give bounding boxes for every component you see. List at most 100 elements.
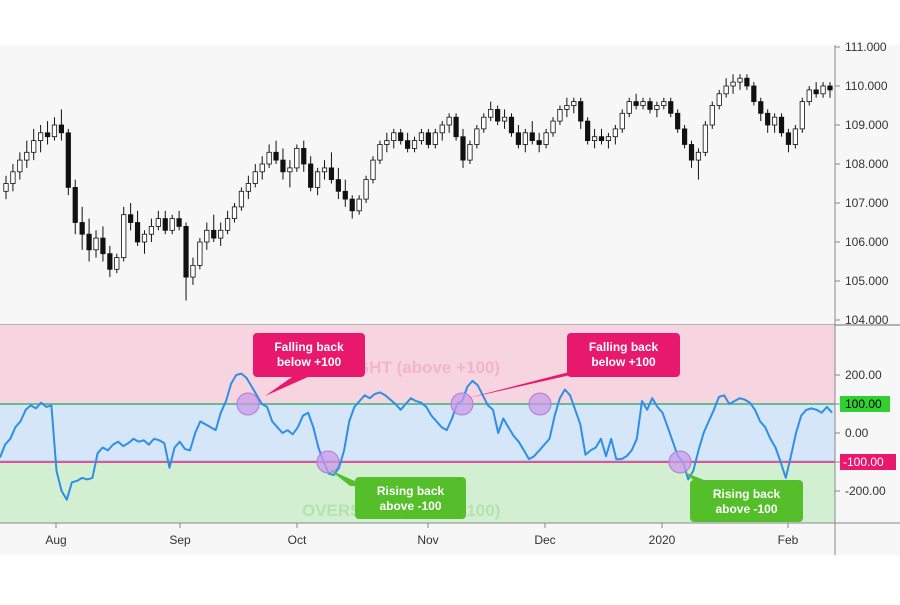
price-tick-label: 107.000 <box>845 196 889 210</box>
candle-body <box>162 218 168 231</box>
candle <box>758 97 764 122</box>
candle <box>425 128 431 149</box>
candle-body <box>176 218 182 227</box>
candle <box>647 97 653 114</box>
candle <box>446 113 452 133</box>
candle <box>328 152 335 184</box>
candle <box>384 132 390 153</box>
candle-body <box>508 116 515 134</box>
candle <box>287 160 293 188</box>
candle <box>183 222 189 301</box>
candle-body <box>785 132 792 145</box>
candle-body <box>128 214 134 223</box>
candle <box>709 101 715 129</box>
callout-text-line1: Falling back <box>274 340 344 354</box>
candle-body <box>183 225 189 278</box>
candle-body <box>100 237 106 255</box>
candle-body <box>571 101 577 106</box>
cci-tick-label: 200.00 <box>845 368 882 382</box>
candle <box>211 214 217 242</box>
candle-body <box>363 179 369 200</box>
candle <box>238 187 245 211</box>
candle <box>266 144 272 168</box>
candle <box>294 144 300 172</box>
crossing-marker <box>450 392 474 416</box>
candle <box>744 74 750 90</box>
candle-body <box>190 264 196 278</box>
candle-body <box>474 128 480 145</box>
candle <box>536 132 542 153</box>
time-tick-label: Aug <box>45 533 66 547</box>
candle-body <box>591 136 598 141</box>
callout-text-line1: Rising back <box>377 484 445 498</box>
candle <box>681 125 688 149</box>
callout-pointer <box>468 370 593 398</box>
candle <box>93 230 99 258</box>
callout-pointer <box>265 377 308 396</box>
candle-body <box>148 225 155 235</box>
candle-body <box>723 85 729 95</box>
candle-body <box>370 159 376 181</box>
candle-body <box>460 136 466 161</box>
candle-body <box>107 253 113 270</box>
candle <box>204 222 210 250</box>
cci-tick-label: 100.00 <box>845 397 882 411</box>
callout-text-line2: below +100 <box>277 355 342 369</box>
candle <box>695 148 702 180</box>
callout-box <box>690 480 803 522</box>
candle <box>737 74 743 90</box>
candle <box>218 222 224 246</box>
time-tick-label: 2020 <box>649 533 676 547</box>
candle-body <box>792 128 798 145</box>
candle-body <box>252 171 258 184</box>
candle <box>51 117 58 141</box>
candle-body <box>121 214 127 258</box>
candle <box>197 238 203 270</box>
candle-body <box>557 109 563 122</box>
candle-body <box>737 77 743 83</box>
candle-body <box>675 112 681 130</box>
candle <box>640 97 646 110</box>
candle <box>65 128 71 196</box>
candle-body <box>79 222 85 235</box>
candle-body <box>661 101 667 106</box>
candle <box>772 113 778 133</box>
price-tick-label: 104.000 <box>845 313 889 327</box>
candle <box>806 86 812 106</box>
candle-body <box>633 101 639 106</box>
price-tick-label: 109.000 <box>845 118 889 132</box>
candle-body <box>598 136 605 141</box>
overbought-zone <box>0 325 835 404</box>
candle-body <box>578 101 584 122</box>
candle <box>321 160 328 180</box>
callout-text-line2: below +100 <box>591 355 656 369</box>
candle-body <box>439 124 445 134</box>
candle <box>765 109 771 133</box>
candle-body <box>758 101 764 114</box>
callout-text-line1: Falling back <box>589 340 659 354</box>
candle <box>550 117 556 137</box>
candle <box>633 93 639 110</box>
candle-body <box>820 85 826 95</box>
candle-body <box>432 132 438 145</box>
crossing-marker <box>528 392 552 416</box>
price-tick-label: 110.000 <box>845 79 888 93</box>
candle <box>134 210 141 246</box>
crossing-marker <box>668 450 692 474</box>
candle <box>398 128 404 145</box>
candle-body <box>349 198 355 212</box>
candle <box>86 218 92 262</box>
candle-body <box>328 167 335 180</box>
candle-body <box>391 132 397 142</box>
candle <box>626 97 632 118</box>
candle-body <box>647 101 653 110</box>
callout-box <box>567 333 680 377</box>
candle <box>128 203 134 231</box>
candle <box>301 140 307 172</box>
candle <box>716 89 722 110</box>
candle <box>363 175 369 203</box>
candle-body <box>44 132 51 138</box>
